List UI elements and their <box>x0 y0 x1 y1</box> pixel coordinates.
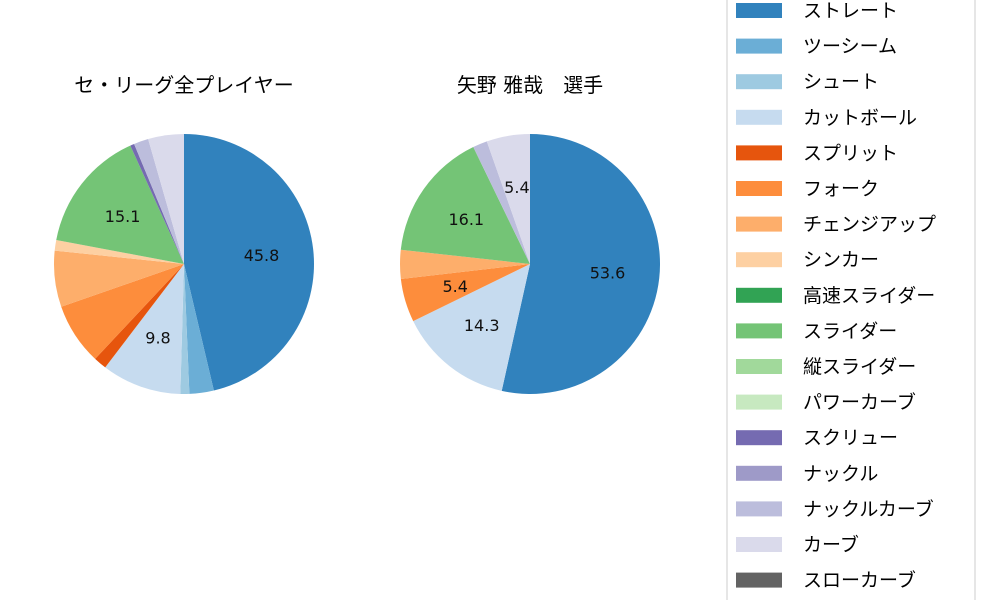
legend-item: スプリット <box>736 142 898 164</box>
legend-swatch <box>736 3 782 18</box>
legend-label: ナックルカーブ <box>803 497 934 520</box>
legend-swatch <box>736 537 782 552</box>
pie-slice <box>486 134 530 264</box>
pie-chart-player: 矢野 雅哉 選手 53.6 14.3 5.4 16.1 5.4 <box>399 73 661 394</box>
legend-label: シンカー <box>803 249 879 271</box>
legend-swatch <box>736 572 782 588</box>
legend-swatch <box>736 74 782 90</box>
legend-item: カットボール <box>736 107 917 129</box>
pie-slice <box>56 145 184 264</box>
pie-slice <box>53 250 185 307</box>
legend-label: カットボール <box>803 107 917 129</box>
pie-slice <box>130 143 184 264</box>
legend-swatch <box>736 430 782 446</box>
legend-swatch <box>736 287 782 303</box>
legend-label: パワーカーブ <box>803 391 916 414</box>
legend-item: ナックル <box>736 463 878 485</box>
legend-item: 縦スライダー <box>736 356 916 378</box>
pie-slice <box>61 264 185 359</box>
slice-label: 45.8 <box>244 246 280 265</box>
legend-label: 高速スライダー <box>803 285 935 307</box>
legend-label: 縦スライダー <box>803 356 916 378</box>
legend-item: ナックルカーブ <box>736 497 934 520</box>
legend-swatch <box>736 323 782 339</box>
legend-label: カーブ <box>803 533 859 556</box>
slice-label: 9.8 <box>145 329 170 348</box>
slice-label: 15.1 <box>105 207 141 226</box>
legend-swatch <box>736 359 782 374</box>
legend-item: シンカー <box>736 249 879 271</box>
pie-chart-league: セ・リーグ全プレイヤー 45.8 9.8 15.1 <box>53 73 315 395</box>
slice-label: 14.3 <box>464 316 500 335</box>
legend-item: カーブ <box>736 533 859 556</box>
legend-label: ナックル <box>803 463 878 485</box>
legend-swatch <box>736 252 782 268</box>
legend-item: チェンジアップ <box>736 214 936 236</box>
pie-slice <box>134 139 184 264</box>
pie-slice <box>473 141 530 264</box>
pie-slice <box>184 134 315 391</box>
pie-slice <box>501 134 661 394</box>
legend-item: スローカーブ <box>736 569 916 592</box>
legend-label: フォーク <box>803 178 879 200</box>
legend-item: スライダー <box>736 320 897 342</box>
pie-title-league: セ・リーグ全プレイヤー <box>74 73 293 97</box>
legend-label: シュート <box>803 71 879 93</box>
legend-label: スローカーブ <box>803 569 916 592</box>
legend-frame <box>726 0 976 600</box>
pie-slice <box>180 264 190 395</box>
legend-swatch <box>736 181 782 196</box>
legend-swatch <box>736 145 782 161</box>
legend-label: スプリット <box>803 142 898 164</box>
legend-item: 高速スライダー <box>736 285 935 307</box>
legend-item: スクリュー <box>736 427 898 449</box>
pie-slice <box>400 264 530 322</box>
pie-slice <box>148 134 184 264</box>
legend-swatch <box>736 109 782 125</box>
slice-label: 53.6 <box>590 264 626 283</box>
legend-item: フォーク <box>736 178 879 200</box>
slice-label: 5.4 <box>504 178 529 197</box>
legend-item: ツーシーム <box>736 36 897 58</box>
legend-label: ストレート <box>803 0 898 22</box>
legend: ストレートツーシームシュートカットボールスプリットフォークチェンジアップシンカー… <box>726 0 976 600</box>
pie-slice <box>184 264 214 394</box>
legend-swatch <box>736 216 782 232</box>
pie-slice <box>399 249 530 280</box>
legend-item: シュート <box>736 71 879 93</box>
legend-swatch <box>736 394 782 410</box>
legend-label: スクリュー <box>803 427 898 449</box>
pie-title-player: 矢野 雅哉 選手 <box>457 73 603 97</box>
legend-swatch <box>736 38 782 54</box>
legend-swatch <box>736 501 782 517</box>
pie-slice <box>105 264 184 394</box>
legend-swatch <box>736 465 782 481</box>
pie-slice <box>54 239 184 264</box>
legend-label: チェンジアップ <box>803 214 936 236</box>
pie-slice <box>95 264 184 368</box>
legend-label: ツーシーム <box>803 36 897 58</box>
slice-label: 5.4 <box>442 277 467 296</box>
pie-slice <box>413 264 530 391</box>
legend-item: パワーカーブ <box>736 391 916 414</box>
legend-item: ストレート <box>736 0 898 22</box>
slice-label: 16.1 <box>448 210 484 229</box>
legend-label: スライダー <box>803 320 897 342</box>
pie-slice <box>400 147 530 264</box>
